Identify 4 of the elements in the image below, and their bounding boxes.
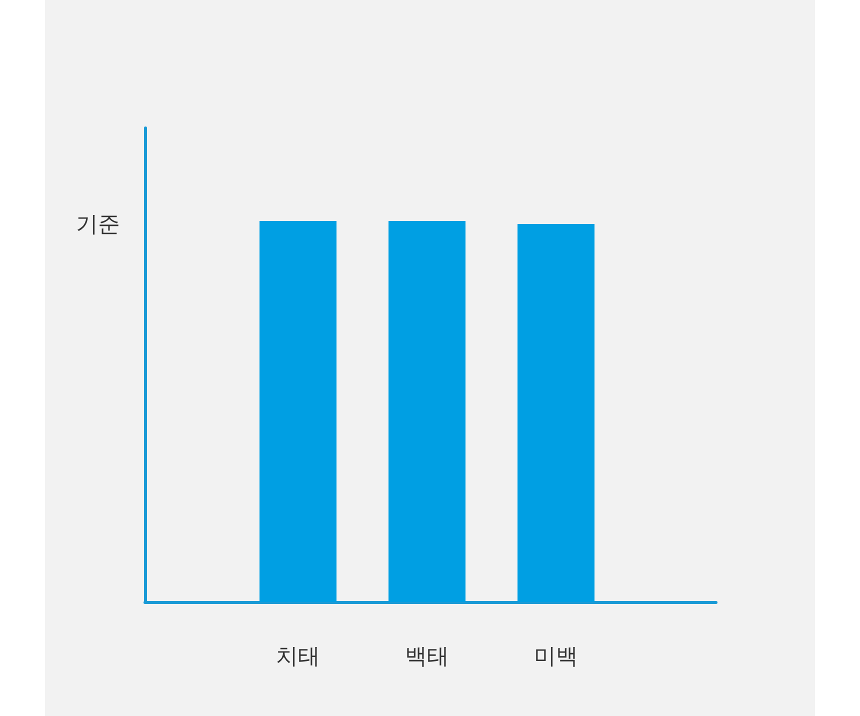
x-tick-label: 백태 — [405, 644, 449, 670]
x-tick-label: 미백 — [534, 644, 578, 670]
text: 기준 — [76, 212, 120, 236]
x-tick-label: 치태 — [276, 644, 320, 670]
